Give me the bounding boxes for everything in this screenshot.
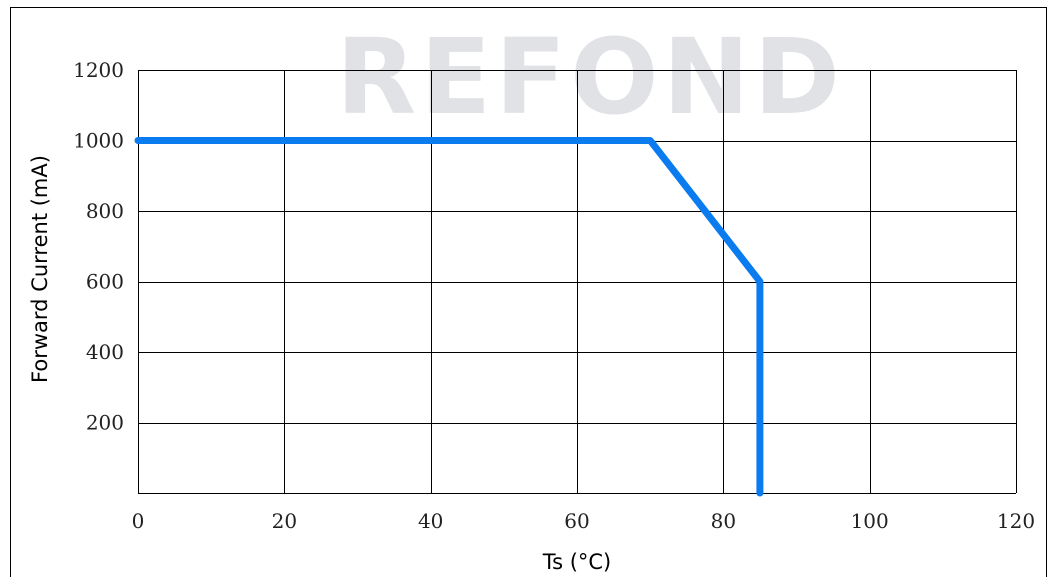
y-tick-label-1000: 1000 xyxy=(73,129,124,153)
series-line-0 xyxy=(134,137,764,497)
grid-lines xyxy=(138,70,1017,494)
tick-labels: 0 20 40 60 80 100 120 200 400 600 800 1000 1200 xyxy=(73,58,1035,533)
x-tick-label-100: 100 xyxy=(851,509,889,533)
figure-frame xyxy=(10,7,1047,577)
x-tick-label-0: 0 xyxy=(132,509,145,533)
x-tick-label-80: 80 xyxy=(711,509,736,533)
x-axis-title: Ts (°C) xyxy=(542,550,612,574)
y-tick-label-1200: 1200 xyxy=(73,58,124,82)
series-layer xyxy=(134,137,764,497)
y-tick-label-200: 200 xyxy=(86,411,124,435)
y-tick-label-400: 400 xyxy=(86,340,124,364)
x-tick-label-120: 120 xyxy=(997,509,1035,533)
y-tick-label-600: 600 xyxy=(86,270,124,294)
x-tick-label-60: 60 xyxy=(564,509,589,533)
y-tick-label-800: 800 xyxy=(86,199,124,223)
y-axis-title: Forward Current (mA) xyxy=(28,155,52,383)
x-tick-label-40: 40 xyxy=(418,509,443,533)
refond-watermark: REFOND xyxy=(336,16,844,138)
x-tick-label-20: 20 xyxy=(272,509,297,533)
